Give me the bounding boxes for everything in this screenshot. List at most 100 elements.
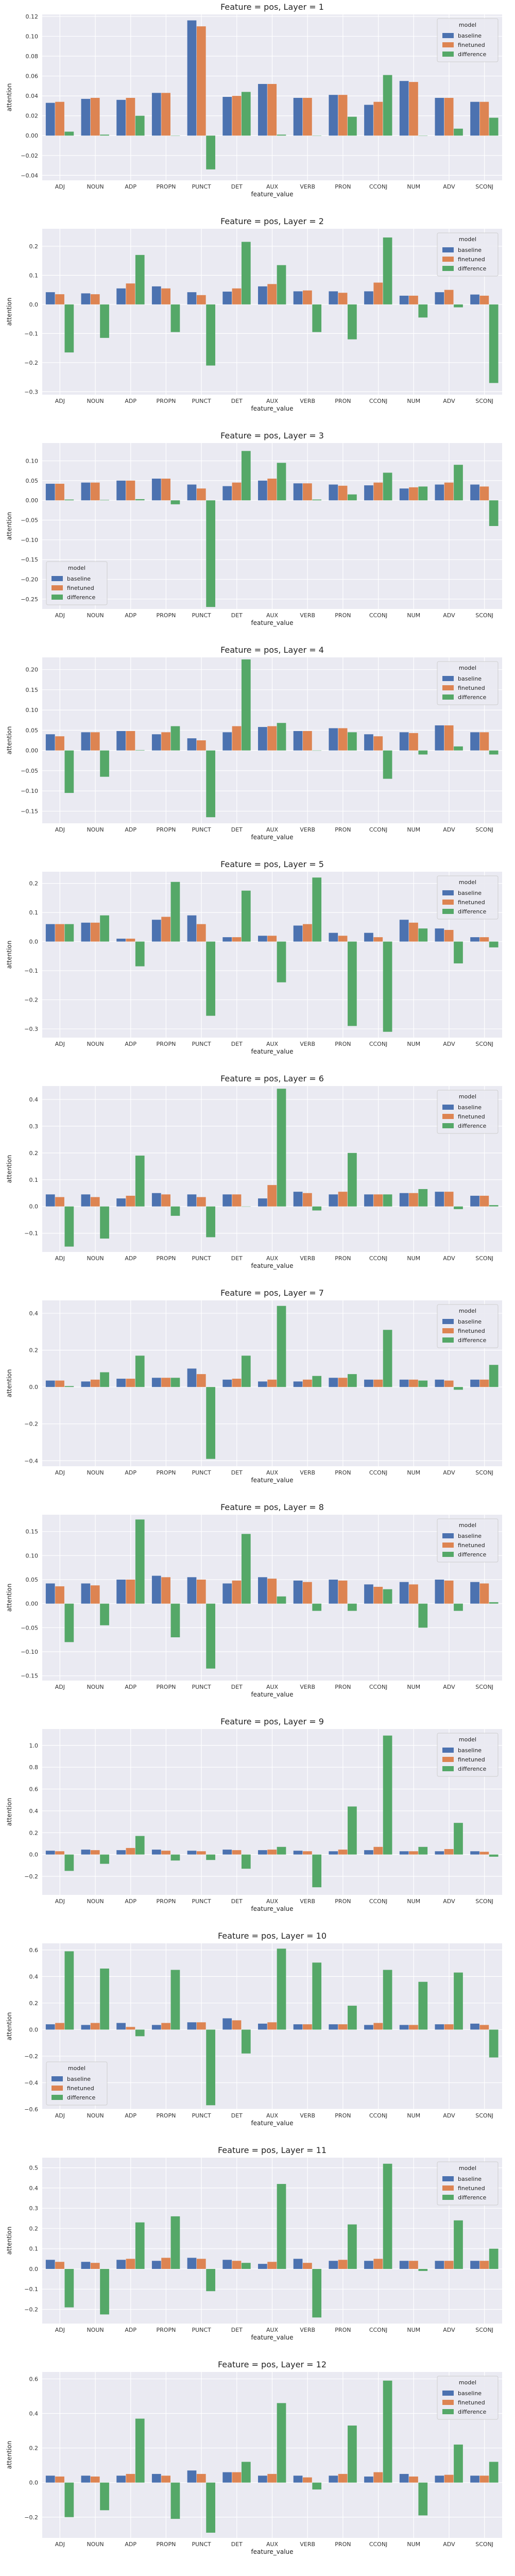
legend-title: model (459, 22, 476, 28)
bar-baseline-aux (258, 480, 267, 501)
x-tick-label: PUNCT (192, 1255, 211, 1262)
bar-difference-adv (454, 2444, 463, 2483)
bar-finetuned-det (232, 482, 242, 501)
y-tick-label: 0.10 (26, 1552, 39, 1559)
x-tick-label: NOUN (87, 1684, 104, 1690)
bar-finetuned-det (232, 1580, 242, 1604)
bar-finetuned-cconj (373, 282, 383, 304)
legend-label-baseline: baseline (458, 2390, 482, 2397)
legend-swatch-finetuned (442, 1114, 454, 1119)
x-axis-label: feature_value (251, 2120, 293, 2127)
bar-difference-adj (64, 924, 74, 942)
y-tick-label: 0.0 (29, 2266, 39, 2273)
x-tick-label: ADJ (55, 826, 65, 833)
bar-finetuned-verb (303, 1582, 312, 1604)
legend: model baseline finetuned difference (437, 18, 499, 62)
legend-swatch-difference (442, 2409, 454, 2414)
y-tick-label: −0.3 (24, 388, 38, 395)
bar-difference-sconj (489, 750, 499, 755)
bar-baseline-aux (258, 1381, 267, 1387)
legend: model baseline finetuned difference (437, 1518, 499, 1563)
x-tick-label: NOUN (87, 2327, 104, 2333)
x-tick-label: ADJ (55, 1469, 65, 1476)
x-tick-label: AUX (266, 1041, 279, 1047)
bar-finetuned-adv (444, 290, 454, 304)
legend-title: model (459, 2165, 476, 2172)
bar-difference-adv (454, 1972, 463, 2030)
bar-finetuned-adj (55, 2476, 64, 2483)
y-tick-label: 0.5 (29, 2165, 39, 2172)
bar-finetuned-propn (161, 2476, 170, 2483)
y-tick-label: −0.1 (24, 968, 38, 974)
x-tick-label: ADP (125, 1041, 136, 1047)
chart-panel-10: Feature = pos, Layer = 10 0.6 0.4 0.2 0.0 −0.… (6, 1931, 502, 2127)
bar-baseline-propn (151, 1850, 161, 1855)
bar-baseline-noun (81, 1583, 91, 1604)
bar-finetuned-aux (267, 2022, 277, 2030)
y-tick-label: 0.06 (26, 73, 39, 80)
bar-baseline-adv (435, 1379, 444, 1387)
bar-finetuned-num (409, 1193, 418, 1207)
legend-label-baseline: baseline (67, 575, 91, 582)
legend-title: model (459, 879, 476, 886)
bar-finetuned-adp (126, 938, 135, 942)
bar-difference-num (418, 1603, 428, 1628)
chart-panel-6: Feature = pos, Layer = 6 0.4 0.3 0.2 0.1 0.0 −… (6, 1074, 502, 1269)
legend-swatch-baseline (442, 1319, 454, 1324)
bar-baseline-noun (81, 732, 91, 751)
bar-baseline-sconj (470, 2476, 479, 2483)
bar-finetuned-sconj (479, 2261, 489, 2269)
x-tick-label: NUM (407, 398, 420, 404)
legend-box (437, 232, 499, 277)
legend-label-difference: difference (458, 265, 486, 272)
bar-difference-aux (277, 723, 286, 751)
legend-title: model (459, 2379, 476, 2386)
bar-finetuned-num (409, 2025, 418, 2030)
bar-baseline-sconj (470, 294, 479, 304)
bar-finetuned-verb (303, 483, 312, 501)
bar-baseline-punct (187, 1851, 197, 1855)
bar-finetuned-det (232, 288, 242, 304)
chart-title: Feature = pos, Layer = 11 (218, 2145, 327, 2155)
bar-baseline-noun (81, 1194, 91, 1207)
bar-baseline-pron (329, 2261, 338, 2269)
bar-difference-punct (206, 941, 215, 1016)
bar-difference-punct (206, 750, 215, 818)
bar-difference-sconj (489, 1365, 499, 1387)
bar-finetuned-sconj (479, 937, 489, 942)
bar-baseline-adv (435, 2261, 444, 2269)
y-axis-label: attention (6, 2012, 13, 2041)
y-tick-label: 0.00 (26, 132, 39, 139)
chart-title: Feature = pos, Layer = 6 (220, 1074, 324, 1083)
bar-difference-num (418, 1189, 428, 1207)
x-tick-label: VERB (300, 2541, 315, 2548)
x-tick-label: ADV (443, 183, 455, 190)
x-tick-label: ADJ (55, 2112, 65, 2119)
bar-difference-verb (312, 135, 322, 136)
legend-label-difference: difference (458, 2409, 486, 2415)
bar-baseline-adp (116, 1379, 126, 1387)
bar-finetuned-sconj (479, 1852, 489, 1855)
x-tick-label: NOUN (87, 2541, 104, 2548)
y-tick-label: −0.10 (21, 537, 38, 544)
legend-title: model (459, 1308, 476, 1314)
y-tick-label: 0.05 (26, 1577, 39, 1583)
bar-finetuned-pron (338, 728, 348, 751)
bar-difference-det (241, 2263, 251, 2269)
bar-difference-num (418, 2482, 428, 2516)
x-tick-label: PRON (335, 2112, 351, 2119)
bar-difference-adv (454, 304, 463, 308)
legend-label-baseline: baseline (458, 2176, 482, 2182)
y-tick-label: 0.1 (29, 2246, 39, 2252)
bar-difference-verb (312, 877, 322, 942)
bar-baseline-num (399, 1379, 409, 1387)
bar-baseline-adp (116, 1580, 126, 1604)
x-tick-label: PROPN (157, 2327, 176, 2333)
x-tick-label: AUX (266, 2112, 279, 2119)
bar-finetuned-adj (55, 2023, 64, 2030)
bar-difference-adj (64, 1206, 74, 1247)
x-tick-label: NUM (407, 1684, 420, 1690)
x-axis-label: feature_value (251, 1262, 293, 1269)
legend: model baseline finetuned difference (46, 2061, 108, 2106)
